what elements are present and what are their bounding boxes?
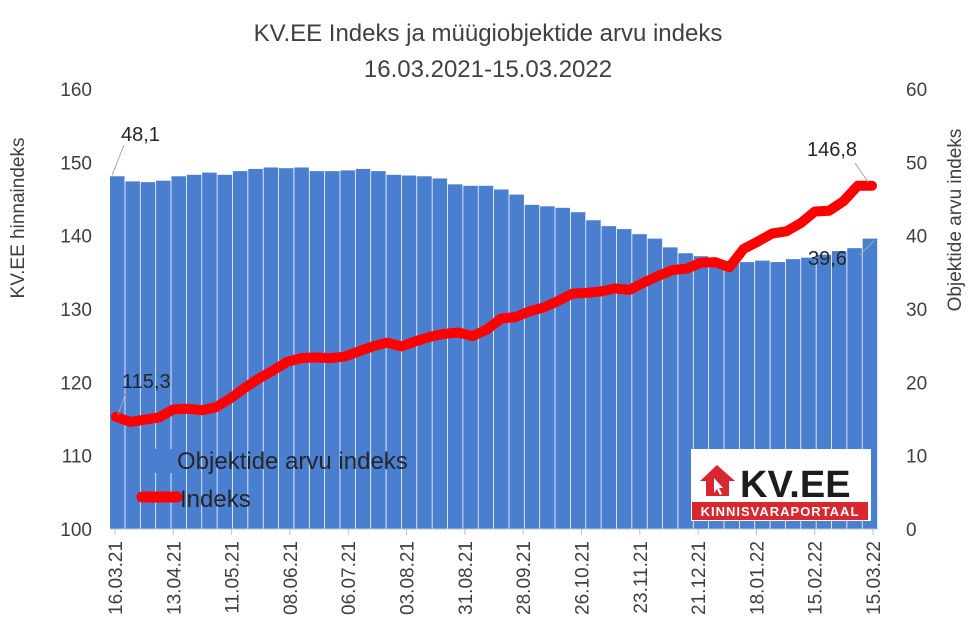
bar bbox=[278, 168, 294, 529]
legend-line-label: Indeks bbox=[180, 486, 251, 513]
bar bbox=[616, 229, 632, 529]
bar bbox=[309, 171, 325, 529]
line-series bbox=[111, 180, 877, 427]
x-tick-label: 31.08.21 bbox=[456, 541, 477, 615]
y-tick-left-label: 130 bbox=[60, 300, 92, 321]
bar bbox=[540, 206, 555, 529]
bar bbox=[232, 171, 248, 529]
bar bbox=[202, 172, 217, 529]
x-tick-label: 03.08.21 bbox=[398, 541, 419, 615]
bar bbox=[555, 207, 570, 530]
bar bbox=[340, 170, 355, 529]
y-tick-left-label: 120 bbox=[60, 373, 92, 394]
kvee-logo: KV.EE KINNISVARAPORTAAL bbox=[691, 449, 871, 521]
bar bbox=[156, 180, 171, 530]
bar bbox=[325, 171, 340, 529]
y-tick-left-label: 140 bbox=[60, 227, 92, 248]
bar-first-leader bbox=[111, 144, 125, 176]
y-tick-left-label: 110 bbox=[62, 447, 92, 468]
x-tick-label: 15.03.22 bbox=[864, 541, 885, 615]
line-last-label: 146,8 bbox=[807, 139, 857, 161]
bar bbox=[171, 176, 186, 529]
bar-last-label: 39,6 bbox=[808, 248, 847, 270]
bar bbox=[386, 174, 402, 530]
bar bbox=[125, 181, 140, 529]
y-tick-right-label: 40 bbox=[906, 227, 927, 248]
line-first-leader bbox=[117, 391, 127, 415]
bar bbox=[401, 175, 417, 529]
bar bbox=[186, 174, 202, 530]
x-tick-label: 28.09.21 bbox=[514, 541, 535, 615]
chart-title: KV.EE Indeks ja müügiobjektide arvu inde… bbox=[254, 20, 723, 47]
bar bbox=[140, 182, 156, 529]
data-labels: 48,1 39,6 115,3 146,8 bbox=[111, 124, 875, 415]
legend: Objektide arvu indeks Indeks bbox=[136, 448, 408, 513]
y-tick-left-label: 150 bbox=[60, 153, 92, 174]
bar bbox=[463, 185, 478, 530]
bar bbox=[110, 176, 125, 529]
bar bbox=[601, 226, 617, 529]
legend-bar-swatch bbox=[148, 449, 174, 473]
x-tick-label: 18.01.22 bbox=[747, 541, 768, 615]
house-icon bbox=[700, 465, 735, 496]
y-tick-right-label: 20 bbox=[906, 373, 927, 394]
bar bbox=[647, 238, 663, 529]
line-last-leader bbox=[854, 162, 869, 183]
bar bbox=[447, 184, 463, 529]
bar bbox=[217, 174, 233, 530]
y-tick-right-label: 60 bbox=[906, 80, 927, 101]
bar bbox=[432, 178, 448, 529]
line-first-label: 115,3 bbox=[122, 371, 171, 393]
y-tick-left-label: 160 bbox=[60, 80, 92, 101]
logo-tagline-bar bbox=[692, 502, 868, 520]
bar bbox=[662, 247, 678, 529]
axes: 100 110 120 130 140 150 160 0 10 20 30 40 50 60 16.03.… bbox=[60, 80, 927, 615]
x-tick-label: 23.11.21 bbox=[631, 541, 652, 614]
chart-subtitle: 16.03.2021-15.03.2022 bbox=[364, 56, 612, 83]
bar bbox=[263, 167, 279, 529]
bar bbox=[586, 220, 601, 529]
bar bbox=[417, 176, 432, 529]
bar bbox=[509, 194, 524, 529]
series-line-indeks bbox=[111, 180, 877, 427]
y-axis-left-title: KV.EE hinnaindeks bbox=[8, 138, 29, 299]
x-tick-label: 26.10.21 bbox=[573, 541, 594, 615]
y-tick-left-label: 100 bbox=[60, 520, 92, 541]
bar bbox=[570, 212, 586, 529]
y-axis-right-title: Objektide arvu indeks bbox=[945, 129, 966, 312]
x-tick-label: 11.05.21 bbox=[223, 541, 244, 614]
y-tick-right-label: 30 bbox=[906, 300, 927, 321]
bar bbox=[632, 234, 647, 529]
bar-first-label: 48,1 bbox=[121, 124, 160, 146]
x-tick-label: 21.12.21 bbox=[689, 541, 710, 615]
x-tick-label: 16.03.21 bbox=[106, 541, 127, 615]
x-tick-label: 15.02.22 bbox=[806, 541, 827, 615]
y-tick-right-label: 0 bbox=[906, 520, 917, 541]
legend-bar-label: Objektide arvu indeks bbox=[177, 448, 408, 475]
bar bbox=[478, 185, 494, 530]
bar bbox=[494, 189, 509, 529]
x-tick-label: 13.04.21 bbox=[164, 541, 185, 615]
bar bbox=[248, 168, 263, 529]
bar bbox=[294, 167, 309, 529]
logo-name: KV.EE bbox=[740, 464, 851, 506]
logo-tagline: KINNISVARAPORTAAL bbox=[701, 504, 860, 519]
y-tick-right-label: 10 bbox=[906, 447, 927, 468]
bar-last-leader bbox=[859, 240, 875, 256]
bar bbox=[524, 204, 540, 529]
y-tick-right-label: 50 bbox=[906, 153, 927, 174]
x-tick-label: 08.06.21 bbox=[281, 541, 302, 615]
x-tick-label: 06.07.21 bbox=[339, 541, 360, 615]
bar bbox=[678, 253, 693, 529]
